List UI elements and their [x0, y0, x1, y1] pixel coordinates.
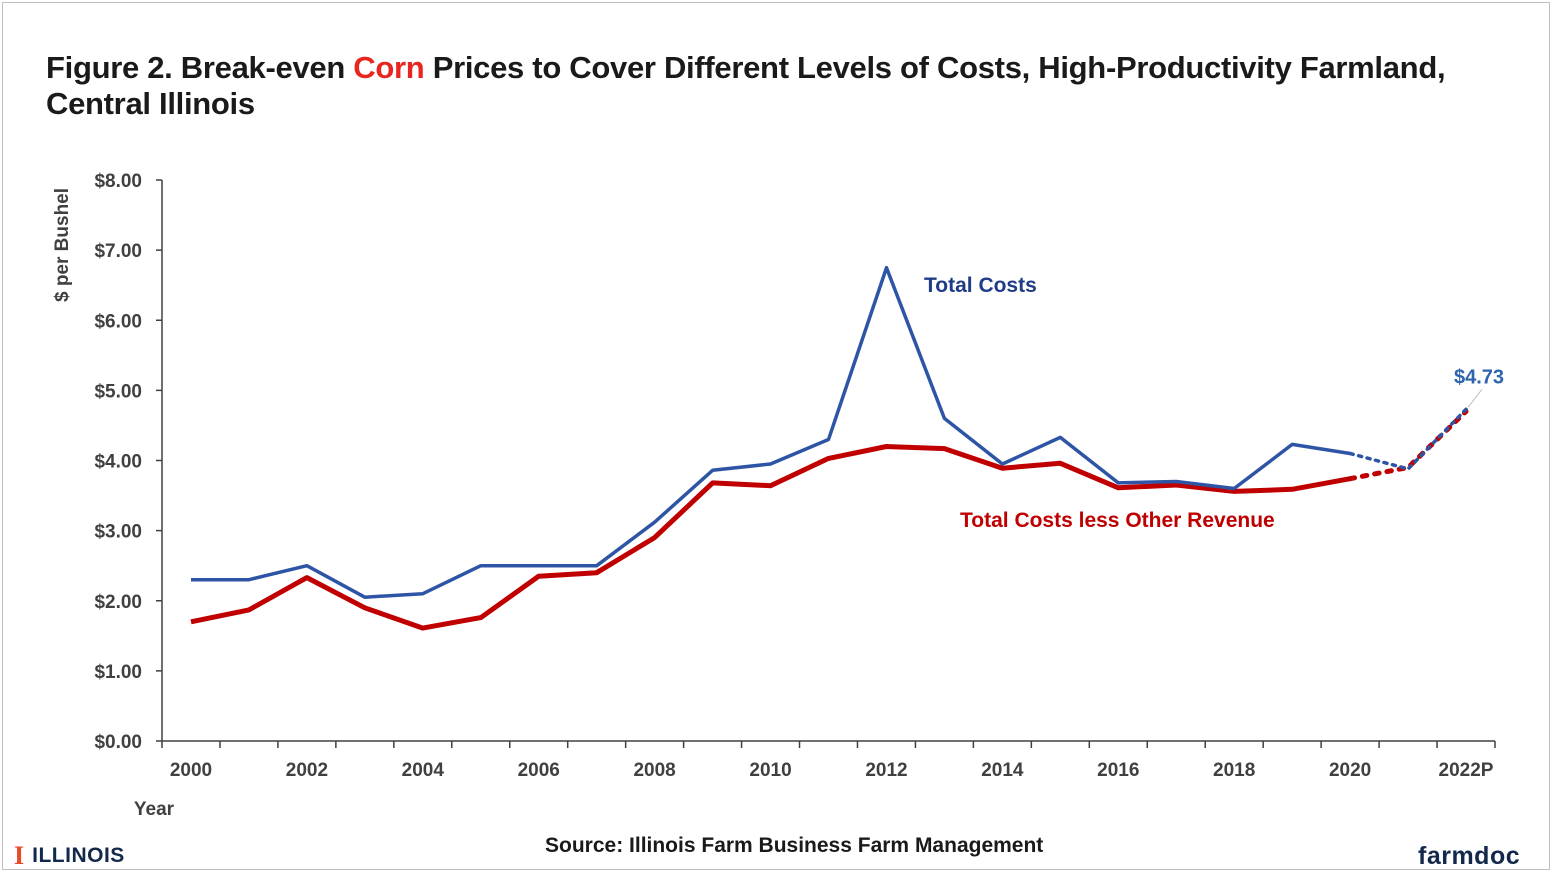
- illinois-logo: I ILLINOIS: [14, 843, 125, 869]
- illinois-logo-text: ILLINOIS: [32, 844, 125, 867]
- y-tick-label: $7.00: [94, 241, 142, 262]
- y-tick-label: $6.00: [94, 311, 142, 332]
- y-axis-title: $ per Bushel: [52, 188, 73, 302]
- x-tick-label: 2004: [402, 760, 445, 781]
- chart-labels: Total Costs Total Costs less Other Revenu…: [924, 274, 1504, 532]
- x-tick-label: 2014: [981, 760, 1024, 781]
- y-tick-label: $1.00: [94, 662, 142, 683]
- x-tick-label: 2020: [1329, 760, 1371, 781]
- x-axis-title: Year: [134, 799, 175, 820]
- series-line-total-costs-less-other-revenue: [190, 444, 1351, 631]
- series-line-total-costs: [191, 265, 1351, 599]
- title-suffix: Prices to Cover Different Levels of Cost…: [46, 50, 1446, 121]
- series-label-total-costs: Total Costs: [924, 274, 1037, 297]
- source-note: Source: Illinois Farm Business Farm Mana…: [545, 834, 1044, 857]
- x-tick-label: 2018: [1213, 760, 1255, 781]
- chart-axes: $0.00 $1.00 $2.00 $3.00 $4.00 $5.00 $6.00 $7.00…: [52, 171, 1496, 820]
- y-tick-label: $3.00: [94, 522, 142, 543]
- chart-title: Figure 2. Break-even Corn Prices to Cove…: [46, 50, 1466, 122]
- x-tick-label: 2000: [170, 760, 212, 781]
- illinois-block-i-icon: I: [14, 841, 25, 870]
- x-tick-label: 2012: [865, 760, 907, 781]
- x-tick-label: 2010: [749, 760, 791, 781]
- y-tick-label: $0.00: [94, 732, 142, 753]
- y-tick-label: $4.00: [94, 452, 142, 473]
- farmdoc-logo: farmdoc: [1418, 842, 1521, 870]
- x-tick-label: 2002: [286, 760, 328, 781]
- title-highlight-corn: Corn: [353, 50, 425, 85]
- callout-2022-value: $4.73: [1454, 366, 1504, 388]
- x-tick-label: 2006: [518, 760, 560, 781]
- x-tick-label: 2022P: [1439, 760, 1494, 781]
- series-projection-total-costs: [1348, 407, 1468, 471]
- series-label-total-costs-less-other-revenue: Total Costs less Other Revenue: [960, 509, 1275, 532]
- callout-leader-line: [1467, 389, 1483, 408]
- x-tick-label: 2016: [1097, 760, 1139, 781]
- y-tick-label: $5.00: [94, 381, 142, 402]
- y-tick-label: $8.00: [94, 171, 142, 192]
- y-tick-label: $2.00: [94, 592, 142, 613]
- x-tick-label: 2008: [633, 760, 675, 781]
- chart-series: [190, 265, 1469, 631]
- title-prefix: Figure 2. Break-even: [46, 50, 354, 85]
